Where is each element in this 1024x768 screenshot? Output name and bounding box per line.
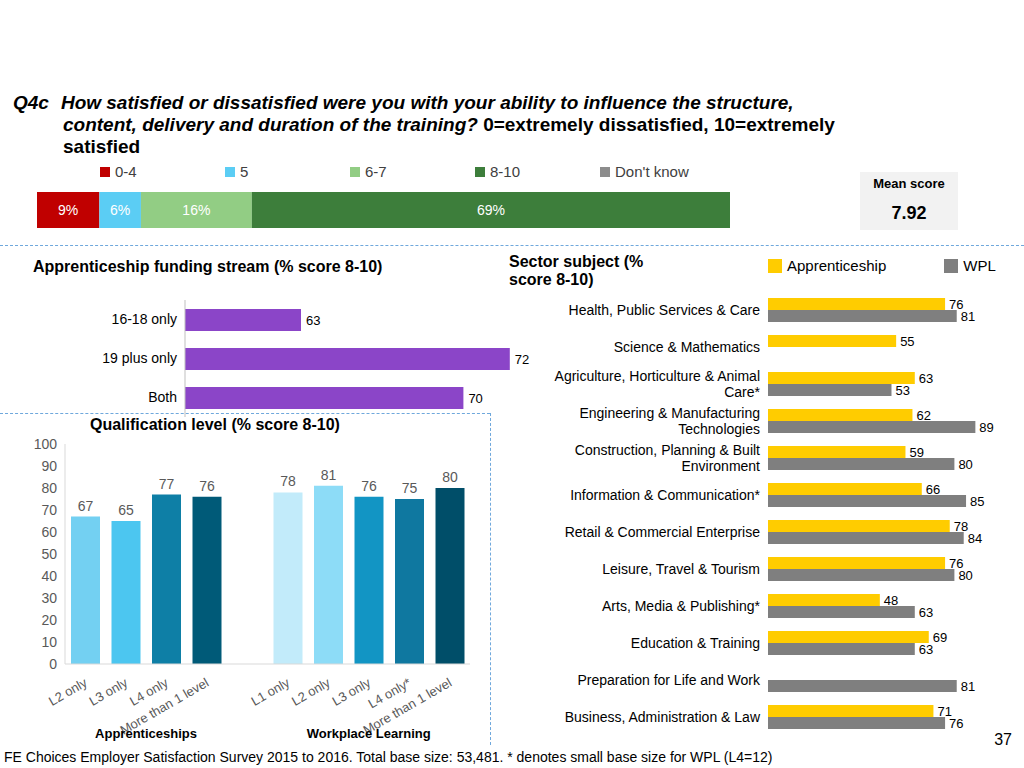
- svg-text:63: 63: [919, 605, 933, 620]
- svg-text:Agriculture, Horticulture & An: Agriculture, Horticulture & AnimalCare*: [555, 368, 761, 400]
- svg-text:Engineering & ManufacturingTec: Engineering & ManufacturingTechnologies: [579, 405, 760, 437]
- svg-text:Education & Training: Education & Training: [631, 635, 760, 651]
- svg-text:89: 89: [979, 420, 993, 435]
- svg-text:L2 only: L2 only: [289, 675, 333, 709]
- svg-text:Preparation for Life and Work: Preparation for Life and Work: [577, 672, 761, 688]
- svg-text:Both: Both: [148, 389, 177, 405]
- svg-text:Health, Public Services & Care: Health, Public Services & Care: [569, 302, 761, 318]
- svg-text:76: 76: [361, 478, 377, 494]
- svg-text:L3 only: L3 only: [329, 675, 373, 709]
- svg-text:81: 81: [961, 679, 975, 694]
- svg-text:70: 70: [468, 391, 482, 406]
- svg-text:62: 62: [916, 408, 930, 423]
- svg-text:69%: 69%: [477, 202, 505, 218]
- svg-text:16-18 only: 16-18 only: [112, 311, 177, 327]
- svg-text:Information & Communication*: Information & Communication*: [570, 487, 760, 503]
- svg-text:63: 63: [919, 642, 933, 657]
- svg-text:70: 70: [41, 502, 57, 518]
- svg-text:85: 85: [970, 494, 984, 509]
- svg-text:19 plus only: 19 plus only: [102, 350, 177, 366]
- svg-text:60: 60: [41, 524, 57, 540]
- svg-text:80: 80: [442, 469, 458, 485]
- svg-text:80: 80: [958, 568, 972, 583]
- svg-text:76: 76: [199, 478, 215, 494]
- svg-text:80: 80: [41, 480, 57, 496]
- svg-text:10: 10: [41, 634, 57, 650]
- svg-text:L1 only: L1 only: [248, 675, 292, 709]
- svg-text:69: 69: [933, 630, 947, 645]
- svg-text:100: 100: [34, 436, 58, 452]
- svg-text:Business, Administration & Law: Business, Administration & Law: [565, 709, 761, 725]
- svg-text:66: 66: [926, 482, 940, 497]
- svg-text:78: 78: [280, 473, 296, 489]
- svg-text:53: 53: [895, 383, 909, 398]
- svg-text:81: 81: [961, 309, 975, 324]
- svg-text:72: 72: [515, 352, 529, 367]
- svg-text:63: 63: [306, 313, 320, 328]
- svg-text:81: 81: [321, 467, 337, 483]
- svg-text:67: 67: [78, 498, 94, 514]
- svg-text:6%: 6%: [110, 202, 130, 218]
- svg-text:30: 30: [41, 590, 57, 606]
- svg-text:77: 77: [159, 476, 175, 492]
- svg-text:78: 78: [954, 519, 968, 534]
- svg-text:76: 76: [949, 716, 963, 731]
- svg-text:20: 20: [41, 612, 57, 628]
- svg-text:40: 40: [41, 568, 57, 584]
- svg-text:Construction, Planning & Built: Construction, Planning & BuiltEnvironmen…: [575, 442, 760, 474]
- svg-text:65: 65: [118, 502, 134, 518]
- svg-text:L2 only: L2 only: [46, 675, 90, 709]
- svg-text:9%: 9%: [58, 202, 78, 218]
- svg-text:80: 80: [958, 457, 972, 472]
- svg-text:Science & Mathematics: Science & Mathematics: [614, 339, 760, 355]
- svg-text:84: 84: [968, 531, 982, 546]
- svg-text:L3 only: L3 only: [86, 675, 130, 709]
- svg-text:0: 0: [49, 656, 57, 672]
- svg-text:75: 75: [402, 480, 418, 496]
- svg-text:50: 50: [41, 546, 57, 562]
- svg-text:Retail & Commercial Enterprise: Retail & Commercial Enterprise: [565, 524, 760, 540]
- svg-text:Leisure, Travel & Tourism: Leisure, Travel & Tourism: [602, 561, 760, 577]
- svg-text:16%: 16%: [182, 202, 210, 218]
- svg-text:48: 48: [884, 593, 898, 608]
- svg-text:59: 59: [909, 445, 923, 460]
- svg-text:63: 63: [919, 371, 933, 386]
- svg-text:55: 55: [900, 334, 914, 349]
- svg-text:Arts, Media & Publishing*: Arts, Media & Publishing*: [602, 598, 761, 614]
- svg-text:90: 90: [41, 458, 57, 474]
